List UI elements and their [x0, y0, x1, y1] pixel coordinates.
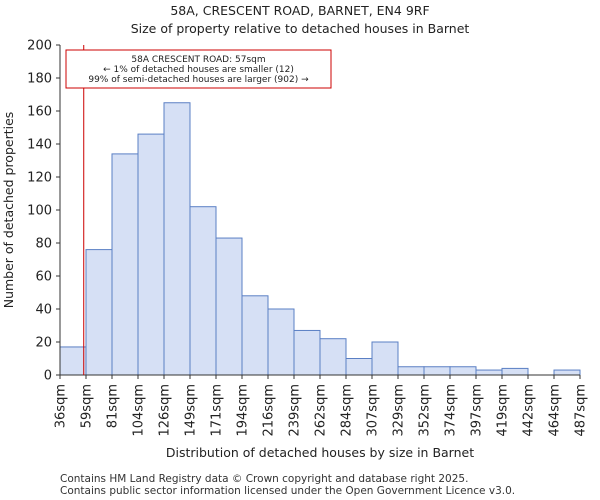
bar-59sqm [85, 249, 113, 376]
x-tick-label: 352sqm [418, 384, 433, 437]
bar-171sqm [215, 237, 243, 376]
y-tick-label: 140 [27, 138, 52, 153]
x-tick-label: 104sqm [132, 384, 147, 437]
bar-216sqm [267, 308, 295, 376]
bar-194sqm [241, 295, 269, 376]
y-tick-label: 80 [35, 237, 52, 252]
bar-36sqm [59, 346, 87, 376]
x-tick-label: 216sqm [262, 384, 277, 437]
x-tick-label: 262sqm [314, 384, 329, 437]
bar-352sqm [423, 366, 451, 376]
annotation-box: 58A CRESCENT ROAD: 57sqm ← 1% of detache… [65, 49, 332, 89]
bar-397sqm [475, 369, 503, 376]
bar-374sqm [449, 366, 477, 376]
x-tick-label: 149sqm [184, 384, 199, 437]
bar-307sqm [371, 341, 399, 376]
x-tick-label: 442sqm [522, 384, 537, 437]
bar-239sqm [293, 329, 321, 376]
bar-464sqm [553, 369, 581, 376]
x-tick-label: 59sqm [80, 384, 95, 428]
y-tick-label: 160 [27, 105, 52, 120]
bars-group [59, 102, 581, 376]
bar-81sqm [111, 153, 139, 376]
x-tick-label: 126sqm [158, 384, 173, 437]
x-tick-label: 464sqm [548, 384, 563, 437]
chart-title: 58A, CRESCENT ROAD, BARNET, EN4 9RF [170, 3, 430, 18]
y-tick-label: 120 [27, 171, 52, 186]
annotation-line-2: ← 1% of detached houses are smaller (12) [103, 65, 294, 75]
y-tick-label: 20 [35, 336, 52, 351]
x-tick-label: 81sqm [106, 384, 121, 428]
bar-126sqm [163, 102, 191, 376]
y-tick-label: 0 [44, 369, 52, 384]
x-tick-label: 419sqm [496, 384, 511, 437]
bar-262sqm [319, 338, 347, 376]
y-axis-label: Number of detached properties [1, 112, 16, 309]
bar-419sqm [501, 367, 529, 376]
annotation-border [65, 49, 332, 89]
y-tick-label: 200 [27, 39, 52, 54]
x-axis-label: Distribution of detached houses by size … [166, 445, 474, 460]
x-tick-label: 329sqm [392, 384, 407, 437]
footer-licence: Contains public sector information licen… [60, 485, 516, 497]
y-tick-label: 40 [35, 303, 52, 318]
y-tick-label: 60 [35, 270, 52, 285]
x-tick-label: 171sqm [210, 384, 225, 437]
bar-104sqm [137, 133, 165, 376]
x-tick-label: 374sqm [444, 384, 459, 437]
annotation-line-1: 58A CRESCENT ROAD: 57sqm [131, 55, 265, 65]
x-tick-label: 307sqm [366, 384, 381, 437]
x-tick-label: 36sqm [54, 384, 69, 428]
ticks-group: 0 20 40 60 80 100 120 140 160 180 200 36sqm 59sqm 81s… [27, 39, 588, 437]
x-tick-label: 284sqm [340, 384, 355, 437]
y-tick-label: 180 [27, 72, 52, 87]
footer-copyright: Contains HM Land Registry data © Crown c… [60, 473, 469, 485]
y-tick-label: 100 [27, 204, 52, 219]
bar-149sqm [189, 206, 217, 376]
x-tick-label: 487sqm [574, 384, 589, 437]
x-tick-label: 397sqm [470, 384, 485, 437]
bar-284sqm [345, 358, 373, 376]
x-tick-label: 239sqm [288, 384, 303, 437]
x-tick-label: 194sqm [236, 384, 251, 437]
annotation-line-3: 99% of semi-detached houses are larger (… [88, 75, 309, 85]
bar-329sqm [397, 366, 425, 376]
chart-subtitle: Size of property relative to detached ho… [130, 21, 470, 36]
